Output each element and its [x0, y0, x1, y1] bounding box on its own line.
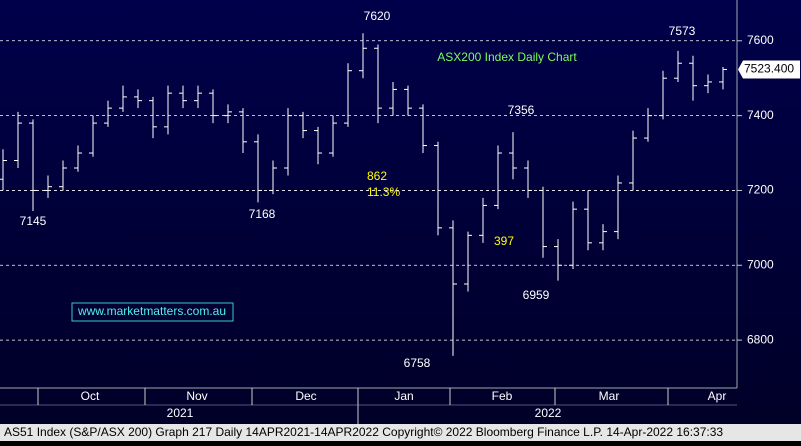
website: www.marketmatters.com.au [77, 304, 226, 318]
x-tick-label: Nov [186, 389, 207, 403]
last-price-label: 7523.400 [744, 62, 794, 76]
x-tick-label: Mar [599, 389, 620, 403]
x-tick-label: Oct [81, 389, 100, 403]
price-annotation: 7168 [249, 207, 276, 221]
annotation: 397 [494, 234, 514, 248]
x-tick-label: Apr [708, 389, 727, 403]
x-tick-label: Jan [394, 389, 413, 403]
x-tick-label: Feb [492, 389, 513, 403]
last-price-tag [738, 60, 800, 79]
y-tick-label: 6800 [747, 332, 774, 346]
year-label: 2022 [535, 406, 562, 420]
price-annotation: 7356 [508, 103, 535, 117]
y-tick-label: 7400 [747, 108, 774, 122]
background [0, 0, 801, 425]
y-tick-label: 7600 [747, 33, 774, 47]
footer: AS51 Index (S&P/ASX 200) Graph 217 Daily… [4, 425, 723, 439]
price-annotation: 6758 [404, 356, 431, 370]
y-tick-label: 7000 [747, 257, 774, 271]
chart-title: ASX200 Index Daily Chart [437, 50, 577, 64]
price-annotation: 7573 [669, 24, 696, 38]
website-box [71, 302, 234, 322]
y-tick-label: 7200 [747, 183, 774, 197]
footer-bar [0, 424, 801, 441]
price-annotation: 7620 [364, 9, 391, 23]
annotation: 862 [367, 169, 387, 183]
year-label: 2021 [167, 406, 194, 420]
annotation: 11.3% [367, 185, 400, 199]
price-annotation: 7145 [20, 214, 47, 228]
price-annotation: 6959 [523, 288, 550, 302]
x-tick-label: Dec [295, 389, 316, 403]
